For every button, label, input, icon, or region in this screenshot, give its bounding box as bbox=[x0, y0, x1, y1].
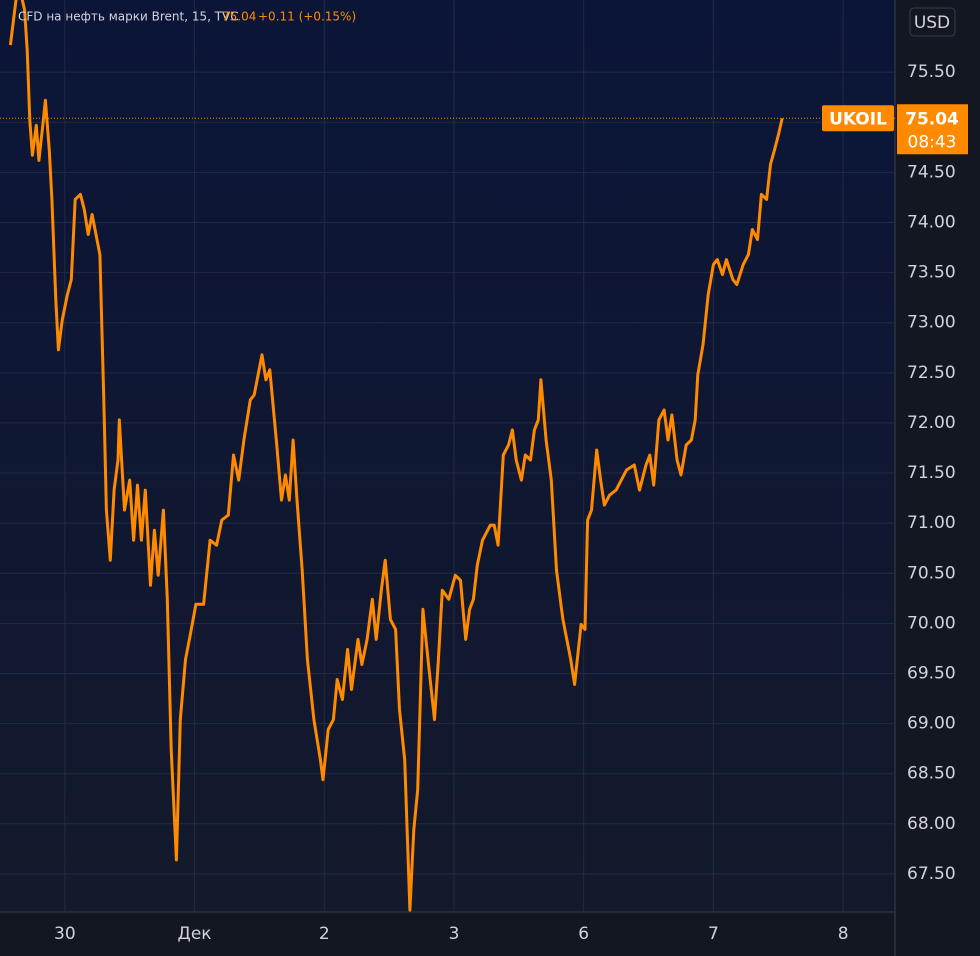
header: CFD на нефть марки Brent, 15, TVC bbox=[18, 10, 239, 24]
countdown-label: 08:43 bbox=[908, 132, 957, 152]
symbol-label: UKOIL bbox=[829, 109, 887, 129]
y-tick-label: 73.50 bbox=[907, 263, 956, 283]
x-tick-label: Дек bbox=[178, 924, 212, 944]
x-tick-label: 7 bbox=[708, 924, 719, 944]
price-label-box bbox=[897, 104, 968, 155]
header-price: 75.04 bbox=[222, 10, 256, 24]
header-change: +0.11 (+0.15%) bbox=[258, 10, 356, 24]
y-tick-label: 69.50 bbox=[907, 663, 956, 683]
y-axis-area bbox=[895, 0, 980, 956]
currency[interactable]: USD bbox=[914, 13, 950, 33]
x-tick-label: 8 bbox=[838, 924, 849, 944]
price-label: 75.04 bbox=[905, 109, 959, 129]
x-axis-area bbox=[0, 912, 895, 956]
symbol-label-box bbox=[822, 105, 894, 132]
y-tick-label: 73.00 bbox=[907, 313, 956, 333]
y-tick-label: 69.00 bbox=[907, 714, 956, 734]
x-tick-label: 3 bbox=[449, 924, 460, 944]
y-tick-label: 72.50 bbox=[907, 363, 956, 383]
y-tick-label: 74.50 bbox=[907, 162, 956, 182]
x-tick-label: 30 bbox=[54, 924, 76, 944]
y-tick-label: 71.50 bbox=[907, 463, 956, 483]
currency-box[interactable] bbox=[909, 7, 956, 37]
price-line bbox=[8, 0, 784, 912]
y-tick-label: 70.50 bbox=[907, 563, 956, 583]
x-tick-label: 6 bbox=[578, 924, 589, 944]
y-tick-label: 72.00 bbox=[907, 413, 956, 433]
y-tick-label: 68.50 bbox=[907, 764, 956, 784]
y-tick-label: 75.50 bbox=[907, 62, 956, 82]
plot bbox=[0, 0, 895, 912]
y-tick-label: 74.00 bbox=[907, 212, 956, 232]
y-tick-label: 70.00 bbox=[907, 613, 956, 633]
y-tick-label: 67.50 bbox=[907, 864, 956, 884]
y-tick-label: 71.00 bbox=[907, 513, 956, 533]
labels: 67.50 68.00 68.50 69.00 69.50 70.00 70.50 71.00… bbox=[54, 62, 968, 944]
y-tick-label: 68.00 bbox=[907, 814, 956, 834]
x-tick-label: 2 bbox=[319, 924, 330, 944]
